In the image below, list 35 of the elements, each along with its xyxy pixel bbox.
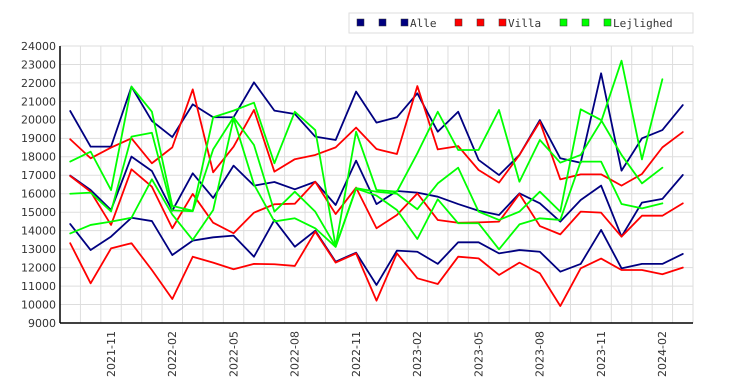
y-tick-label: 13000	[21, 242, 56, 256]
line-series	[69, 85, 684, 187]
y-tick-label: 21000	[21, 95, 56, 108]
y-tick-label: 9000	[28, 316, 56, 330]
y-tick-label: 14000	[21, 224, 56, 238]
line-series	[69, 72, 684, 176]
y-tick-label: 24000	[21, 40, 56, 53]
line-series	[69, 230, 684, 307]
y-tick-label: 19000	[21, 132, 56, 146]
x-tick-label: 2023-02	[411, 331, 424, 377]
y-tick-label: 12000	[21, 261, 56, 274]
y-tick-label: 17000	[21, 169, 56, 182]
x-tick-label: 2022-05	[227, 331, 240, 377]
legend-label: Villa	[508, 16, 542, 30]
legend-label: Alle	[410, 16, 436, 30]
line-series	[69, 156, 684, 238]
x-tick-label: 2022-02	[166, 331, 180, 377]
x-tick-label: 2022-08	[288, 331, 302, 377]
x-tick-label: 2024-02	[656, 331, 670, 377]
x-tick-label: 2022-11	[350, 331, 363, 377]
y-tick-label: 18000	[21, 150, 56, 164]
y-tick-label: 20000	[21, 114, 56, 127]
x-tick-label: 2021-11	[104, 331, 118, 377]
line-series	[69, 168, 684, 238]
legend-label: Lejlighed	[613, 16, 673, 30]
y-tick-label: 11000	[21, 280, 56, 293]
y-tick-label: 16000	[21, 188, 56, 201]
x-tick-label: 2023-11	[594, 331, 608, 377]
y-tick-label: 15000	[21, 206, 56, 220]
x-tick-label: 2023-05	[472, 331, 486, 377]
y-tick-label: 22000	[21, 76, 56, 90]
y-tick-label: 23000	[21, 58, 56, 72]
x-tick-label: 2023-08	[534, 331, 547, 377]
y-tick-label: 10000	[21, 298, 56, 312]
line-series	[69, 216, 684, 286]
